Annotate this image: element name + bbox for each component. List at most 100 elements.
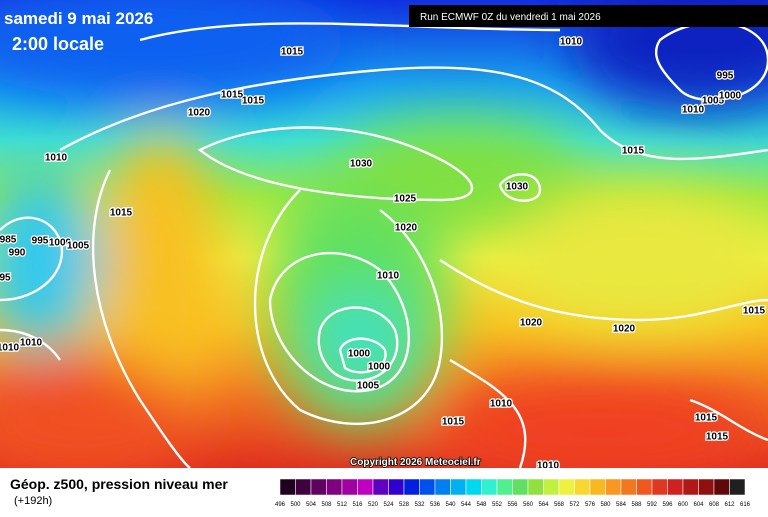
- isobar: [0, 328, 61, 361]
- isobar-label: 1020: [520, 318, 543, 329]
- scale-label: 584: [616, 502, 627, 508]
- isobar-label: 1010: [490, 399, 513, 410]
- color-swatch: [357, 478, 374, 496]
- isobar-label: 1000: [719, 91, 742, 102]
- scale-label: 536: [430, 502, 441, 508]
- footer-subtitle: (+192h): [14, 495, 52, 507]
- isobar-label: 1015: [281, 47, 304, 58]
- isobar-label: 1010: [682, 105, 705, 116]
- color-swatch: [636, 478, 653, 496]
- color-swatch: [295, 478, 312, 496]
- isobar-label: 1015: [743, 306, 766, 317]
- color-swatch: [419, 478, 436, 496]
- color-swatch: [481, 478, 498, 496]
- copyright: Copyright 2026 Meteociel.fr: [350, 457, 481, 468]
- isobar-label: 990: [9, 248, 26, 259]
- color-swatch: [605, 478, 622, 496]
- isobar-label: 1010: [0, 343, 20, 354]
- scale-label: 504: [306, 502, 317, 508]
- color-swatch: [496, 478, 513, 496]
- scale-label: 500: [290, 502, 301, 508]
- color-swatch: [729, 478, 746, 496]
- scale-label: 556: [507, 502, 518, 508]
- run: Run ECMWF 0Z du vendredi 1 mai 2026: [420, 12, 601, 23]
- isobar-label: 1005: [357, 381, 380, 392]
- isobar-label: 1000: [368, 362, 391, 373]
- scale-label: 568: [554, 502, 565, 508]
- isobar-label: 1015: [242, 96, 265, 107]
- scale-label: 560: [523, 502, 534, 508]
- color-swatch: [651, 478, 668, 496]
- isobar-label: 1025: [394, 194, 417, 205]
- isobar-label: 1020: [188, 108, 211, 119]
- isobar: [689, 398, 768, 442]
- isobar-labels: 1015101510151020101099510051000101010151…: [0, 35, 767, 473]
- color-swatch: [667, 478, 684, 496]
- isobar-label: 1015: [442, 417, 465, 428]
- isobar: [317, 306, 399, 382]
- color-swatch: [341, 478, 358, 496]
- scale-label: 524: [383, 502, 394, 508]
- isobar-label: 995: [717, 71, 734, 82]
- isobar-label: 1000: [348, 349, 371, 360]
- scale-label: 496: [275, 502, 286, 508]
- isobar-label: 1000: [49, 238, 72, 249]
- scale-label: 532: [414, 502, 425, 508]
- isobar: [338, 337, 387, 374]
- color-swatch: [372, 478, 389, 496]
- isobar-label: 1010: [45, 153, 68, 164]
- color-swatch: [558, 478, 575, 496]
- isobar-label: 1015: [695, 413, 718, 424]
- isobar-label: 1015: [221, 90, 244, 101]
- isobars: [0, 21, 768, 469]
- isobar-label: 985: [0, 235, 17, 246]
- scale-label: 540: [445, 502, 456, 508]
- scale-label: 572: [569, 502, 580, 508]
- date: samedi 9 mai 2026: [4, 9, 153, 28]
- scale-label: 616: [740, 502, 751, 508]
- scale-label: 520: [368, 502, 379, 508]
- color-swatch: [403, 478, 420, 496]
- color-swatch: [279, 478, 296, 496]
- scale-label: 608: [709, 502, 720, 508]
- isobar-label: 1005: [67, 241, 90, 252]
- isobar-label: 1030: [350, 159, 373, 170]
- color-swatch: [698, 478, 715, 496]
- isobar: [449, 358, 527, 469]
- color-swatch: [388, 478, 405, 496]
- scale-label: 588: [631, 502, 642, 508]
- color-swatch: [512, 478, 529, 496]
- scale-label: 512: [337, 502, 348, 508]
- isobar-label: 1010: [20, 338, 43, 349]
- isobar-label: 1010: [560, 37, 583, 48]
- color-swatch: [620, 478, 637, 496]
- scale-label: 596: [662, 502, 673, 508]
- isobar-label: 1010: [377, 271, 400, 282]
- color-swatch: [326, 478, 343, 496]
- isobar: [91, 169, 191, 469]
- scale-label: 576: [585, 502, 596, 508]
- color-swatch: [713, 478, 730, 496]
- isobar-label: 1030: [506, 182, 529, 193]
- isobar-label: 1020: [395, 223, 418, 234]
- color-scale: 496 500 504 508 512 516 520 524 528 532 536 540 544 5…: [275, 478, 751, 508]
- isobar: [439, 259, 768, 322]
- color-swatch: [465, 478, 482, 496]
- isobar: [59, 66, 768, 161]
- isobar-label: 1015: [110, 208, 133, 219]
- scale-label: 508: [321, 502, 332, 508]
- isobar: [197, 126, 474, 202]
- footer-title: Géop. z500, pression niveau mer: [10, 476, 228, 492]
- color-swatch: [527, 478, 544, 496]
- isobar-label: 1020: [613, 324, 636, 335]
- isobar-label: 1005: [702, 96, 725, 107]
- run-box: [409, 5, 768, 27]
- scale-label: 548: [476, 502, 487, 508]
- scale-label: 612: [724, 502, 735, 508]
- scale-label: 600: [678, 502, 689, 508]
- color-swatch: [450, 478, 467, 496]
- color-swatch: [682, 478, 699, 496]
- time: 2:00 locale: [12, 34, 104, 54]
- isobar-label: 1015: [706, 432, 729, 443]
- isobar: [498, 173, 542, 202]
